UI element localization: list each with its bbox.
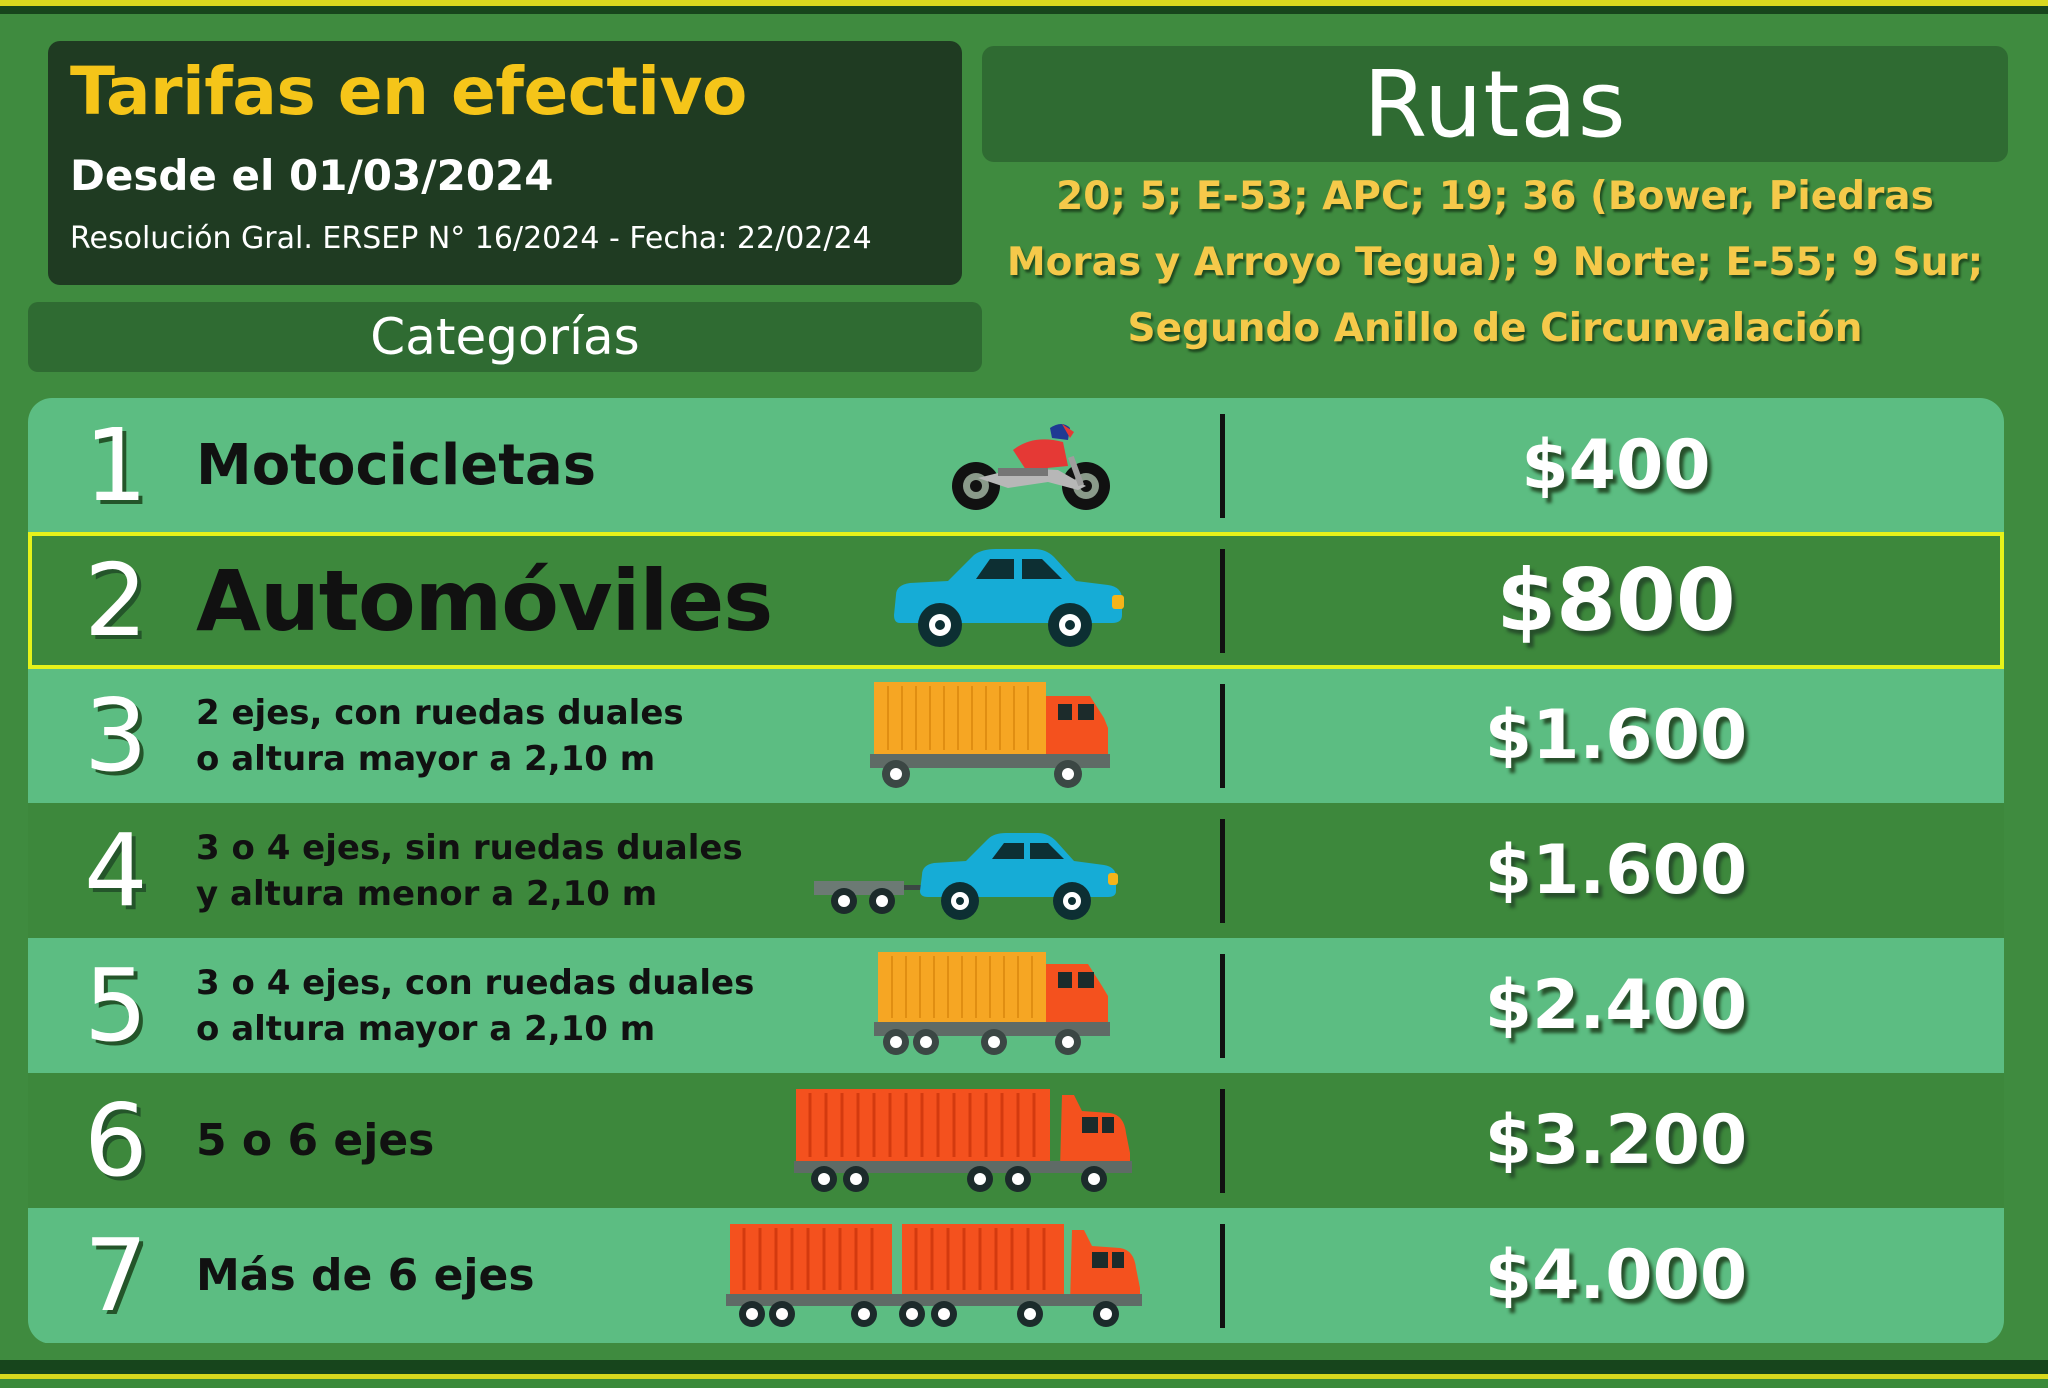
resolution-text: Resolución Gral. ERSEP N° 16/2024 - Fech… <box>70 221 872 256</box>
row-divider <box>1220 954 1225 1058</box>
category-number: 6 <box>84 1082 148 1199</box>
category-price: $800 <box>1496 550 1736 651</box>
category-price: $1.600 <box>1484 696 1748 775</box>
category-price: $400 <box>1521 426 1711 505</box>
category-row-6: 6 5 o 6 ejes $3.200 <box>28 1073 2004 1208</box>
category-price: $4.000 <box>1484 1236 1748 1315</box>
category-number: 1 <box>84 407 148 524</box>
bottom-stripe <box>0 1360 2048 1388</box>
row-divider <box>1220 684 1225 788</box>
row-divider <box>1220 549 1225 653</box>
effective-date: Desde el 01/03/2024 <box>70 151 554 200</box>
top-stripe <box>0 0 2048 14</box>
routes-list: 20; 5; E-53; APC; 19; 36 (Bower, Piedras… <box>1000 164 1990 362</box>
page-title: Tarifas en efectivo <box>70 53 747 130</box>
category-row-7: 7 Más de 6 ejes <box>28 1208 2004 1343</box>
category-number: 7 <box>84 1217 148 1334</box>
routes-header: Rutas <box>982 46 2008 162</box>
routes-line: Segundo Anillo de Circunvalación <box>1127 306 1863 351</box>
double-trailer-truck-icon <box>726 1224 1142 1327</box>
truck-3-axle-icon <box>874 952 1110 1055</box>
tariff-table: 1 Motocicletas $400 2 Automóviles <box>28 398 2004 1344</box>
motorcycle-icon <box>952 424 1110 510</box>
category-number: 4 <box>84 812 148 929</box>
category-price: $2.400 <box>1484 966 1748 1045</box>
category-label: 3 o 4 ejes, con ruedas duales o altura m… <box>196 962 755 1049</box>
category-row-2: 2 Automóviles $800 <box>28 533 2004 668</box>
category-row-4: 4 3 o 4 ejes, sin ruedas duales y altura… <box>28 803 2004 938</box>
category-label: Motocicletas <box>196 433 597 498</box>
routes-line: 20; 5; E-53; APC; 19; 36 (Bower, Piedras <box>1056 174 1934 219</box>
category-label: 2 ejes, con ruedas duales o altura mayor… <box>196 692 684 779</box>
title-box: Tarifas en efectivo Desde el 01/03/2024 … <box>48 41 962 285</box>
category-number: 5 <box>84 947 148 1064</box>
row-divider <box>1220 414 1225 518</box>
category-row-1: 1 Motocicletas $400 <box>28 398 2004 533</box>
category-number: 2 <box>84 542 148 659</box>
routes-line: Moras y Arroyo Tegua); 9 Norte; E-55; 9 … <box>1006 240 1984 285</box>
category-row-3: 3 2 ejes, con ruedas duales o altura may… <box>28 668 2004 803</box>
row-divider <box>1220 1089 1225 1193</box>
category-label: 3 o 4 ejes, sin ruedas duales y altura m… <box>196 827 743 914</box>
semi-truck-icon <box>794 1089 1132 1192</box>
car-with-trailer-icon <box>814 833 1118 920</box>
category-price: $3.200 <box>1484 1101 1748 1180</box>
row-divider <box>1220 819 1225 923</box>
row-divider <box>1220 1224 1225 1328</box>
categories-header: Categorías <box>28 302 982 372</box>
category-label: Automóviles <box>196 551 773 650</box>
category-label: Más de 6 ejes <box>196 1250 535 1301</box>
category-number: 3 <box>84 677 148 794</box>
truck-2-axle-icon <box>870 682 1110 788</box>
car-icon <box>894 549 1124 647</box>
category-price: $1.600 <box>1484 831 1748 910</box>
category-row-5: 5 3 o 4 ejes, con ruedas duales o altura… <box>28 938 2004 1073</box>
category-label: 5 o 6 ejes <box>196 1115 435 1166</box>
